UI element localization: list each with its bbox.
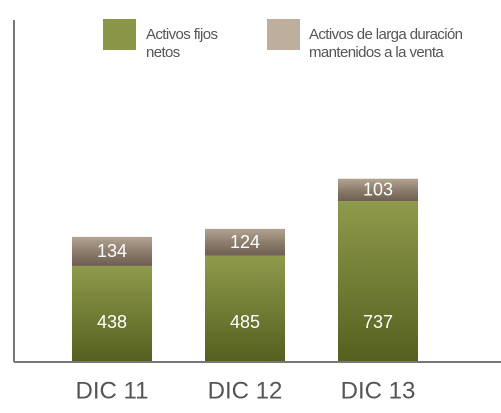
data-label: 485 bbox=[230, 312, 260, 332]
data-label: 737 bbox=[363, 312, 393, 332]
legend-label: Activos de larga duración mantenidos a l… bbox=[309, 26, 463, 61]
legend-swatch bbox=[103, 19, 136, 50]
legend-swatch bbox=[267, 19, 300, 50]
x-tick-label: DIC 12 bbox=[208, 377, 283, 404]
bar-segment bbox=[338, 178, 418, 202]
x-tick-label: DIC 11 bbox=[76, 377, 149, 404]
data-label: 438 bbox=[97, 312, 127, 332]
bar-segment bbox=[205, 228, 285, 256]
data-label: 103 bbox=[363, 180, 393, 200]
bar-segment bbox=[72, 236, 152, 266]
data-label: 124 bbox=[230, 232, 260, 252]
x-tick-label: DIC 13 bbox=[341, 377, 416, 404]
bar-segment bbox=[72, 265, 152, 361]
bar-segment bbox=[205, 255, 285, 361]
bar-segment bbox=[338, 201, 418, 361]
legend-label: Activos fijos netos bbox=[146, 26, 218, 61]
data-label: 134 bbox=[97, 241, 127, 261]
